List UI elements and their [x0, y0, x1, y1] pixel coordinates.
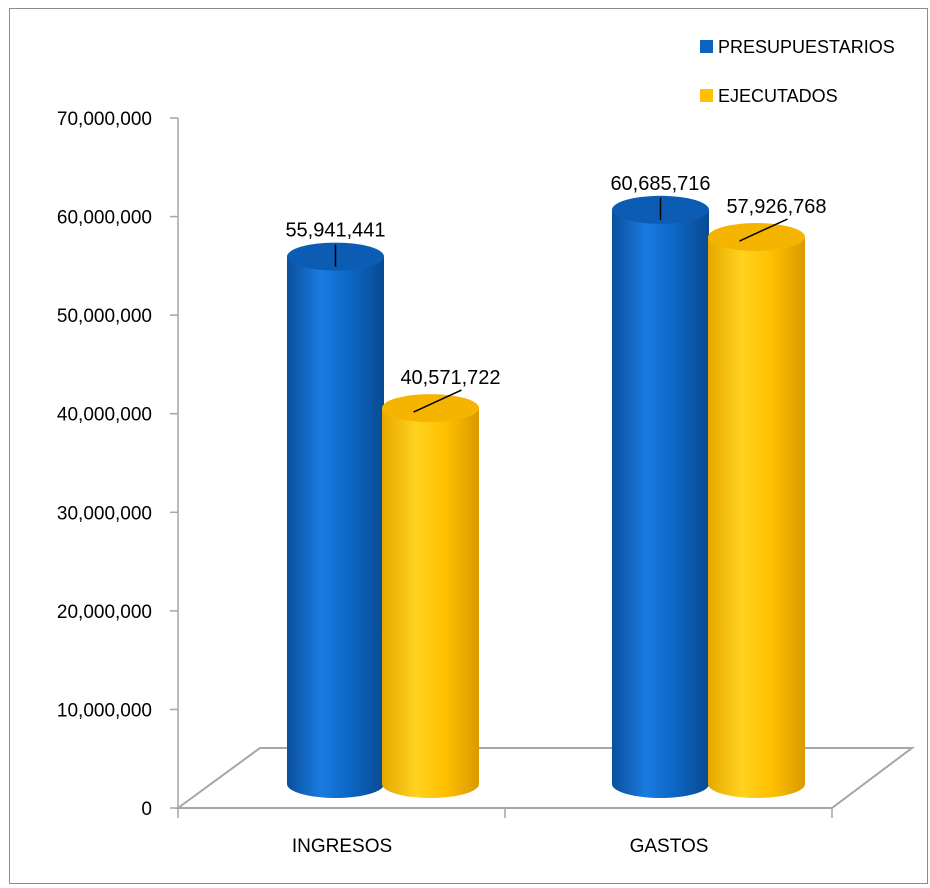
y-tick-label: 30,000,000	[57, 503, 152, 524]
y-tick-label: 40,000,000	[57, 405, 152, 426]
legend-swatch	[700, 89, 713, 102]
y-tick-label: 0	[141, 799, 152, 820]
y-tick-label: 50,000,000	[57, 306, 152, 327]
legend-swatch	[700, 40, 713, 53]
y-tick-label: 60,000,000	[57, 208, 152, 229]
bar-top-cap	[708, 223, 805, 252]
x-tick-label: GASTOS	[630, 836, 709, 857]
y-tick-label: 10,000,000	[57, 700, 152, 721]
data-label-leader	[413, 389, 462, 413]
data-label: 40,571,722	[400, 367, 500, 389]
legend-label: EJECUTADOS	[718, 86, 838, 106]
bar-ejecutados-ingresos	[382, 408, 479, 799]
data-label-leader	[739, 218, 788, 242]
bar-presupuestarios-ingresos	[287, 256, 384, 798]
bar-top-cap	[382, 394, 479, 423]
bar-presupuestarios-gastos	[612, 209, 709, 799]
data-label: 55,941,441	[285, 220, 385, 242]
y-tick-label: 70,000,000	[57, 109, 152, 130]
y-tick-label: 20,000,000	[57, 602, 152, 623]
legend-label: PRESUPUESTARIOS	[718, 37, 895, 57]
bar-ejecutados-gastos	[708, 237, 805, 799]
data-label: 60,685,716	[610, 173, 710, 195]
data-label: 57,926,768	[726, 196, 826, 218]
x-tick-label: INGRESOS	[292, 836, 392, 857]
